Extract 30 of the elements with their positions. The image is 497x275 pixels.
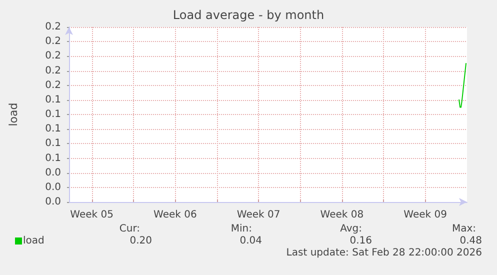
text: Avg: — [340, 224, 362, 234]
x-tick-label: Week 05 — [70, 210, 114, 220]
text: Max: — [452, 224, 476, 234]
y-tick-label: 0.2 — [45, 36, 61, 48]
chart-title: Load average - by month — [172, 8, 324, 22]
text: Min: — [230, 224, 252, 234]
x-tick-label: Week 08 — [320, 210, 364, 220]
y-axis-title: load — [7, 102, 20, 126]
x-tick-label: Week 09 — [404, 210, 447, 220]
text: 0.04 — [240, 236, 262, 246]
y-tick-label: 0.1 — [45, 109, 61, 120]
y-tick-label: 0.1 — [45, 124, 61, 135]
y-tick-label: 0.0 — [45, 196, 61, 208]
x-tick-label: Week 07 — [236, 210, 280, 220]
y-tick-label: 0.1 — [45, 94, 61, 106]
x-tick-label: Week 06 — [154, 210, 197, 220]
y-tick-label: 0.2 — [45, 50, 61, 62]
text: 0.48 — [460, 236, 482, 246]
y-tick-label: 0.1 — [45, 138, 61, 150]
y-tick-label: 0.0 — [45, 182, 61, 193]
text: 0.20 — [130, 236, 152, 246]
y-tick-label: 0.2 — [45, 65, 61, 76]
y-tick-label: 0.2 — [45, 80, 61, 91]
text: Cur: — [119, 224, 140, 234]
y-tick-label: 0.1 — [45, 152, 61, 164]
text: Last update: Sat Feb 28 22:00:00 2026 — [286, 248, 482, 258]
y-tick-label: 0.2 — [45, 22, 61, 32]
text: 0.16 — [350, 236, 372, 246]
y-tick-label: 0.0 — [45, 167, 61, 178]
legend-label: load — [23, 236, 44, 246]
